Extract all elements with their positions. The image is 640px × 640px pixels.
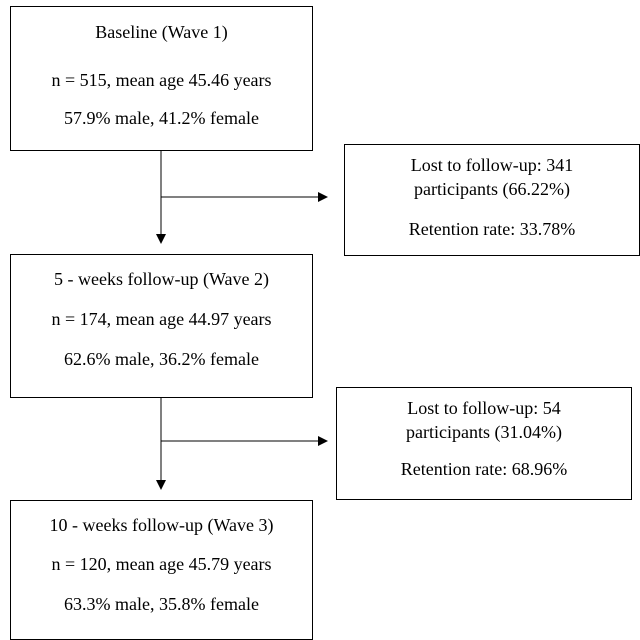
wave1-gender: 57.9% male, 41.2% female — [64, 108, 259, 128]
loss1-lost-line1: Lost to follow-up: 341 — [410, 155, 574, 175]
wave1-sample: n = 515, mean age 45.46 years — [51, 70, 272, 90]
wave1-title: Baseline (Wave 1) — [95, 22, 228, 42]
wave2-box: 5 - weeks follow-up (Wave 2) n = 174, me… — [10, 254, 313, 398]
wave2-gender: 62.6% male, 36.2% female — [64, 349, 259, 369]
loss2-lost-line1: Lost to follow-up: 54 — [407, 398, 561, 418]
wave3-gender: 63.3% male, 35.8% female — [64, 594, 259, 614]
wave3-title: 10 - weeks follow-up (Wave 3) — [49, 515, 274, 535]
wave2-sample: n = 174, mean age 44.97 years — [51, 309, 272, 329]
wave2-title: 5 - weeks follow-up (Wave 2) — [54, 269, 269, 289]
loss2-lost-line2: participants (31.04%) — [406, 422, 562, 442]
loss1-retention: Retention rate: 33.78% — [408, 219, 576, 239]
loss2-retention: Retention rate: 68.96% — [400, 459, 568, 479]
loss1-lost-line2: participants (66.22%) — [414, 179, 570, 199]
wave3-sample: n = 120, mean age 45.79 years — [51, 554, 272, 574]
wave3-box: 10 - weeks follow-up (Wave 3) n = 120, m… — [10, 500, 313, 640]
wave1-box: Baseline (Wave 1) n = 515, mean age 45.4… — [10, 6, 313, 151]
loss1-box: Lost to follow-up: 341 participants (66.… — [344, 144, 640, 256]
loss2-box: Lost to follow-up: 54 participants (31.0… — [336, 387, 632, 500]
